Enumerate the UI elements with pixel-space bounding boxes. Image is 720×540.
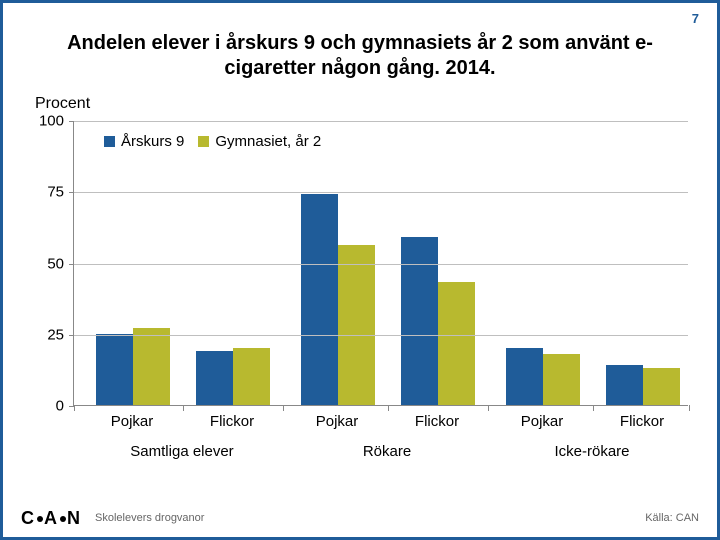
legend-item-0: Årskurs 9 (104, 133, 184, 150)
ytick-label: 50 (28, 255, 64, 272)
footer-source: Källa: CAN (645, 512, 699, 524)
legend: Årskurs 9 Gymnasiet, år 2 (104, 133, 321, 150)
y-axis-title: Procent (35, 95, 90, 113)
xtick-mark (593, 405, 594, 411)
ytick-label: 75 (28, 184, 64, 201)
ytick-mark (69, 192, 74, 193)
bar (506, 348, 543, 405)
x-super-label: Icke-rökare (498, 443, 686, 460)
x-sub-label: Pojkar (88, 413, 176, 430)
xtick-mark (283, 405, 284, 411)
bar (196, 351, 233, 405)
gridline (74, 192, 688, 193)
footer-subtitle: Skolelevers drogvanor (95, 512, 204, 524)
slide: 7 Andelen elever i årskurs 9 och gymnasi… (0, 0, 720, 540)
ytick-mark (69, 335, 74, 336)
legend-label-0: Årskurs 9 (121, 133, 184, 150)
bar (606, 365, 643, 405)
x-sub-label: Flickor (188, 413, 276, 430)
bar (438, 282, 475, 405)
ytick-label: 0 (28, 398, 64, 415)
x-sub-label: Flickor (393, 413, 481, 430)
page-number: 7 (692, 11, 699, 26)
chart-plot-area: Årskurs 9 Gymnasiet, år 2 0255075100 (73, 121, 688, 406)
xtick-mark (74, 405, 75, 411)
ytick-label: 25 (28, 326, 64, 343)
bar (401, 237, 438, 405)
legend-item-1: Gymnasiet, år 2 (198, 133, 321, 150)
xtick-mark (689, 405, 690, 411)
x-super-label: Rökare (293, 443, 481, 460)
ytick-label: 100 (28, 113, 64, 130)
bar (96, 334, 133, 405)
x-super-label: Samtliga elever (88, 443, 276, 460)
chart-title: Andelen elever i årskurs 9 och gymnasiet… (33, 31, 687, 81)
x-sub-label: Pojkar (498, 413, 586, 430)
gridline (74, 335, 688, 336)
legend-label-1: Gymnasiet, år 2 (215, 133, 321, 150)
footer-brand: CAN Skolelevers drogvanor (21, 508, 204, 529)
ytick-mark (69, 264, 74, 265)
bar (338, 245, 375, 405)
legend-swatch-0 (104, 136, 115, 147)
bar (643, 368, 680, 405)
x-sub-label: Flickor (598, 413, 686, 430)
bar (301, 194, 338, 405)
gridline (74, 121, 688, 122)
xtick-mark (183, 405, 184, 411)
ytick-mark (69, 121, 74, 122)
x-sub-label: Pojkar (293, 413, 381, 430)
xtick-mark (388, 405, 389, 411)
bar (133, 328, 170, 405)
footer: CAN Skolelevers drogvanor Källa: CAN (3, 499, 717, 537)
bar (543, 354, 580, 405)
gridline (74, 264, 688, 265)
brand-logo: CAN (21, 508, 81, 529)
xtick-mark (488, 405, 489, 411)
bar (233, 348, 270, 405)
legend-swatch-1 (198, 136, 209, 147)
